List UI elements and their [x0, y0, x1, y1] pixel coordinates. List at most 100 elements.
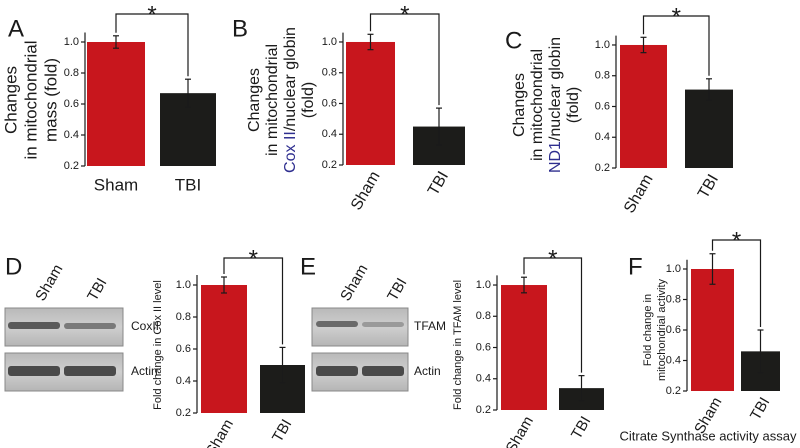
x-tick-label: Sham: [621, 172, 657, 217]
blot-lane-label: TBI: [84, 275, 110, 304]
x-tick-label: TBI: [568, 413, 594, 442]
significance-marker: *: [400, 1, 409, 28]
y-axis-label: Fold change in Cox II level: [152, 280, 164, 410]
blot-band-label: TFAM: [414, 319, 446, 333]
y-tick-label: 1.0: [176, 279, 191, 291]
x-tick-label: TBI: [175, 175, 201, 194]
y-axis-label-part: /nuclear globin: [282, 27, 299, 131]
y-axis-label: in mitochondrial: [529, 49, 546, 161]
blot-band: [316, 366, 358, 376]
bar: [620, 44, 667, 168]
bar: [691, 269, 734, 391]
y-tick-label: 0.4: [595, 131, 610, 143]
y-tick-label: 0.6: [666, 324, 681, 336]
x-tick-label: Sham: [348, 169, 384, 214]
error-bar: [221, 276, 227, 294]
error-bar: [367, 33, 374, 51]
x-tick-label: TBI: [747, 394, 773, 423]
y-axis-label: Cox II/nuclear globin: [282, 27, 299, 173]
y-tick-label: 0.8: [476, 310, 491, 322]
panel-label: A: [8, 15, 24, 42]
significance-marker: *: [249, 245, 258, 272]
y-axis-label-part: /nuclear globin: [547, 37, 564, 141]
significance-bracket: [642, 15, 710, 76]
blot-band: [362, 366, 404, 376]
bar: [501, 285, 547, 410]
y-tick-label: 0.2: [666, 385, 681, 397]
y-tick-label: 0.6: [322, 97, 337, 109]
y-tick-label: 0.2: [595, 162, 610, 174]
blot-lane-label: Sham: [32, 262, 66, 304]
x-tick-label: TBI: [269, 416, 295, 445]
y-tick-label: 1.0: [595, 39, 610, 51]
y-tick-label: 0.2: [176, 407, 191, 419]
error-bar: [279, 346, 286, 384]
significance-marker: *: [732, 227, 741, 254]
significance-marker: *: [548, 245, 557, 272]
blot-band-label: Actin: [414, 364, 441, 378]
blot-lane-label: Sham: [337, 262, 371, 304]
y-tick-label: 0.4: [666, 354, 681, 366]
error-bar: [185, 78, 191, 108]
significance-marker: *: [147, 1, 156, 28]
blot-band: [8, 322, 60, 329]
x-tick-label: TBI: [425, 169, 452, 199]
y-axis-label: Fold change in TFAM level: [452, 280, 464, 410]
y-axis-label: mass (fold): [41, 58, 60, 142]
panel-label: F: [628, 253, 643, 280]
panel-label: B: [232, 15, 248, 42]
error-bar: [706, 78, 712, 101]
y-axis-label: (fold): [565, 87, 582, 123]
significance-marker: *: [672, 3, 681, 30]
blot-e: Sham TBI TFAM Actin: [311, 262, 446, 392]
y-tick-label: 0.4: [322, 128, 337, 140]
y-tick-label: 0.2: [64, 160, 79, 172]
blot-band-label: Actin: [131, 364, 158, 378]
y-tick-label: 0.4: [476, 373, 491, 385]
y-axis-label-part: Cox II: [282, 131, 299, 173]
y-tick-label: 1.0: [666, 263, 681, 275]
bar: [87, 42, 145, 166]
x-tick-label: Sham: [94, 175, 138, 194]
y-tick-label: 0.6: [476, 341, 491, 353]
error-bar: [436, 107, 442, 146]
blot-band: [362, 322, 404, 327]
y-tick-label: 1.0: [322, 36, 337, 48]
y-axis-label: Changes: [511, 73, 528, 137]
y-tick-label: 0.4: [64, 129, 79, 141]
y-tick-label: 0.8: [176, 311, 191, 323]
y-tick-label: 0.8: [64, 67, 79, 79]
significance-bracket: [711, 239, 762, 327]
y-tick-label: 0.6: [64, 98, 79, 110]
y-tick-label: 1.0: [64, 36, 79, 48]
y-tick-label: 0.8: [666, 293, 681, 305]
significance-bracket: [369, 13, 440, 106]
x-tick-label: Sham: [503, 413, 537, 448]
error-bar: [113, 35, 119, 49]
error-bar: [521, 276, 527, 294]
y-tick-label: 0.4: [176, 375, 191, 387]
y-tick-label: 0.8: [595, 70, 610, 82]
y-axis-label: (fold): [300, 82, 317, 118]
y-tick-label: 0.6: [595, 100, 610, 112]
blot-lane-label: TBI: [384, 275, 410, 304]
y-axis-label: Fold change in: [642, 294, 654, 366]
bar: [346, 41, 395, 165]
blot-d: Sham TBI CoxII Actin: [4, 262, 159, 392]
panel-label: D: [5, 253, 22, 280]
x-tick-label: TBI: [695, 172, 722, 202]
bar: [685, 89, 733, 168]
y-tick-label: 0.6: [176, 343, 191, 355]
y-tick-label: 0.2: [322, 159, 337, 171]
blot-band: [316, 321, 358, 327]
blot-band-label: CoxII: [131, 319, 159, 333]
blot-band: [8, 366, 60, 376]
y-axis-label-part: ND1: [547, 141, 564, 173]
y-tick-label: 1.0: [476, 279, 491, 291]
error-bar: [757, 329, 764, 374]
caption: Citrate Synthase activity assay: [619, 428, 797, 443]
significance-bracket: [523, 257, 583, 373]
panel-label: E: [300, 253, 316, 280]
panel-label: C: [505, 27, 522, 54]
